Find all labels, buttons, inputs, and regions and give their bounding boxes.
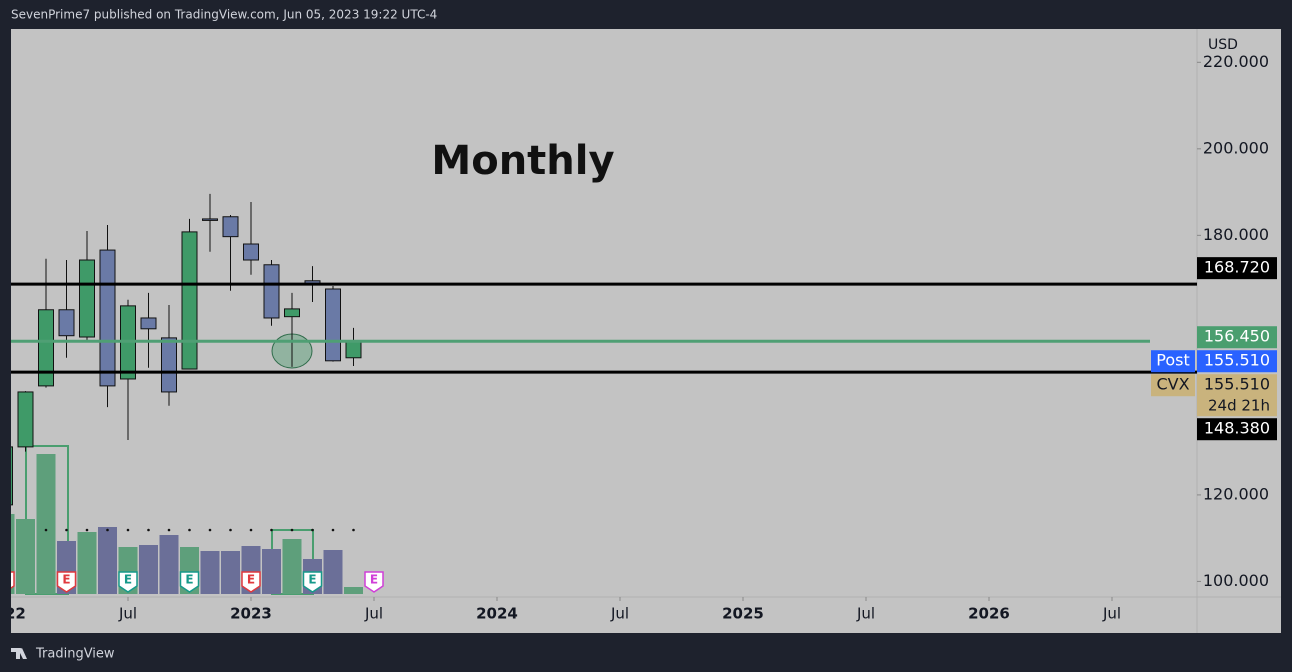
plot: EEEEEEE (11, 193, 384, 595)
dividend-dot (126, 528, 130, 532)
candle-body (181, 231, 198, 370)
price-badge-label: 156.450 (1204, 327, 1270, 346)
x-tick-label: Jul (610, 605, 629, 623)
price-badge-name: CVX (1156, 375, 1189, 394)
price-badge (1197, 418, 1277, 441)
dividend-dot (44, 528, 48, 532)
x-tick-label: 2026 (968, 605, 1010, 623)
earnings-badge (56, 571, 77, 593)
volume-bar (323, 550, 343, 594)
volume-bar (139, 545, 158, 594)
price-badge (1197, 326, 1277, 349)
y-tick-label: 220.000 (1203, 52, 1269, 71)
dividend-dot (85, 528, 89, 532)
price-badge-name-box (1151, 374, 1195, 397)
countdown: 24d 21h (1208, 397, 1270, 415)
volume-bar (282, 539, 302, 594)
dividend-dot (249, 528, 253, 532)
x-tick-label: Jul (1102, 605, 1121, 623)
candle-body (161, 337, 177, 393)
volume-bar (200, 551, 220, 594)
price-badge (1197, 374, 1277, 417)
price-badge-label: 155.510 (1204, 375, 1270, 394)
candle-body (17, 391, 34, 448)
footer: TradingView (35, 647, 115, 662)
dividend-dot (65, 528, 68, 532)
y-tick-label: 200.000 (1203, 138, 1269, 157)
y-tick-label: 100.000 (1203, 571, 1269, 590)
dividend-dot (147, 528, 150, 532)
earnings-badge (302, 571, 323, 593)
earnings-label: E (308, 573, 316, 587)
x-tick-label: 2023 (230, 605, 272, 623)
candle-body (79, 259, 95, 338)
x-tick-label: 2024 (476, 605, 518, 623)
price-badge-label: 148.380 (1204, 419, 1270, 438)
chart-area (11, 29, 1281, 633)
earnings-badge (364, 571, 384, 593)
earnings-badge (11, 571, 15, 589)
price-badge-name-box (1151, 350, 1195, 373)
earnings-label: E (247, 573, 255, 587)
volume-bar (98, 527, 117, 594)
x-tick-label: 2025 (722, 605, 764, 623)
dividend-dot (270, 528, 273, 532)
earnings-label: E (62, 573, 70, 587)
dividend-dot (106, 528, 109, 532)
price-badge-name: Post (1156, 351, 1189, 370)
volume-bar (159, 535, 179, 594)
x-tick-label: Jul (856, 605, 875, 623)
y-tick-label: 120.000 (1203, 484, 1269, 503)
earnings-badge (179, 571, 200, 593)
dividend-dot (208, 528, 212, 532)
candle-body (345, 340, 362, 359)
earnings-label: E (185, 573, 193, 587)
candle-body (243, 243, 259, 261)
dividend-dot (352, 528, 355, 532)
dividend-dot (331, 528, 335, 532)
volume-bar (11, 514, 15, 594)
frame-edge (0, 597, 11, 637)
candle-body (11, 446, 13, 506)
candle-body (58, 309, 75, 337)
logo (11, 648, 27, 659)
candle-body (263, 264, 280, 319)
volume-bar (221, 551, 240, 594)
candle-body (284, 308, 300, 318)
earnings-label: E (124, 573, 132, 587)
price-badge (1197, 257, 1277, 280)
earnings-label: E (370, 573, 378, 587)
dividend-dot (188, 528, 191, 532)
x-tick-label: Jul (364, 605, 383, 623)
volume-bar (344, 587, 363, 594)
y-axis-label: USD (1208, 37, 1238, 53)
candle-body (99, 249, 116, 387)
price-badge-label: 168.720 (1204, 258, 1270, 277)
x-tick-label: Jul (118, 605, 137, 623)
header: SevenPrime7 published on TradingView.com… (11, 8, 437, 22)
volume-bar (262, 549, 281, 594)
dividend-dot (167, 528, 171, 532)
candle-body (222, 216, 239, 238)
volume-bar (36, 454, 56, 594)
logo (18, 648, 22, 652)
candle-body (325, 288, 341, 362)
price-badge-label: 155.510 (1204, 351, 1270, 370)
footer-logo (11, 648, 27, 659)
candle-body (140, 317, 157, 330)
earnings-badge (241, 571, 261, 593)
dividend-dot (229, 528, 232, 532)
y-tick-label: 180.000 (1203, 225, 1269, 244)
earnings-badge (118, 571, 138, 593)
chart-title: Monthly (431, 138, 614, 184)
candle-body (38, 309, 54, 387)
volume-bar (77, 532, 97, 594)
dividend-dot (311, 528, 314, 532)
dividend-dot (290, 528, 294, 532)
price-badge (1197, 350, 1277, 373)
volume-bar (16, 519, 35, 594)
candle-body (202, 218, 218, 221)
